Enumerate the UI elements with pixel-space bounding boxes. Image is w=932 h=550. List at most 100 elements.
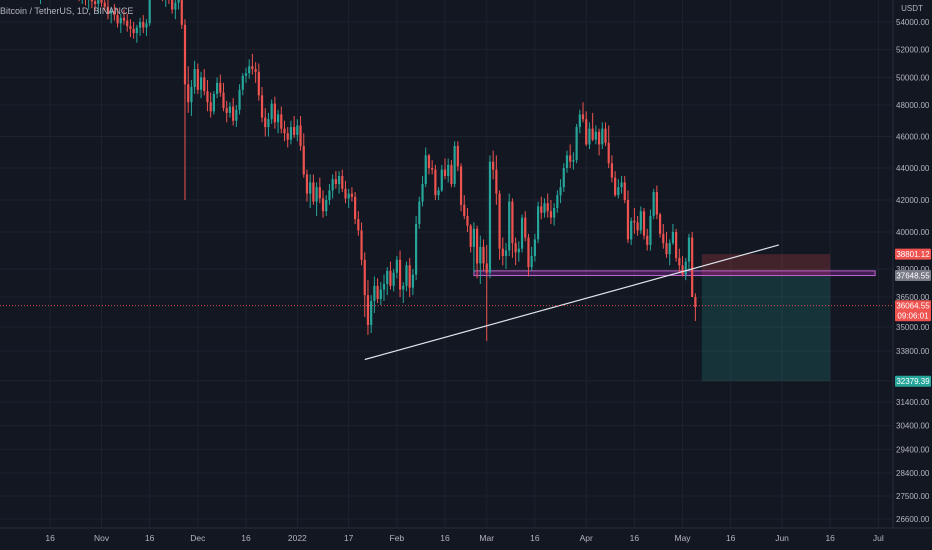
candle-body xyxy=(588,128,591,145)
price-tick-label: 54000.00 xyxy=(896,18,930,27)
candle-body xyxy=(405,265,408,286)
candle-body xyxy=(517,248,520,253)
price-tick-label: 38000.00 xyxy=(896,265,930,274)
price-tag-countdown: 09:06:01 xyxy=(897,312,929,321)
candle-body xyxy=(408,265,411,288)
candle-body xyxy=(360,230,363,260)
candle-body xyxy=(135,27,138,34)
price-tick-label: 44000.00 xyxy=(896,164,930,173)
candle-body xyxy=(347,193,350,199)
candle-body xyxy=(450,164,453,184)
candle-body xyxy=(655,192,658,215)
candle-body xyxy=(668,243,671,255)
time-tick-label: Feb xyxy=(390,533,405,543)
candle-body xyxy=(427,155,431,168)
time-tick-label: Mar xyxy=(479,533,494,543)
price-tick-label: 40000.00 xyxy=(896,228,930,237)
grid-lines xyxy=(0,0,893,528)
candle-body xyxy=(357,219,360,231)
candle-body xyxy=(305,174,309,194)
candle-body xyxy=(187,84,190,103)
time-tick-label: 16 xyxy=(630,533,640,543)
candle-body xyxy=(594,131,597,140)
candle-body xyxy=(575,127,578,161)
candle-body xyxy=(334,179,337,184)
time-tick-label: 2022 xyxy=(288,533,307,543)
candle-body xyxy=(617,187,620,196)
drawings xyxy=(0,244,893,361)
candle-body xyxy=(280,114,283,129)
time-tick-label: Nov xyxy=(94,533,110,543)
candle-body xyxy=(543,203,546,213)
candle-body xyxy=(492,161,495,170)
candle-body xyxy=(244,73,248,76)
candle-body xyxy=(113,10,116,16)
candle-body xyxy=(581,114,585,120)
candle-body xyxy=(559,187,562,196)
candle-body xyxy=(569,155,572,162)
candle-body xyxy=(646,235,649,245)
candle-body xyxy=(318,187,321,199)
candle-body xyxy=(434,169,437,196)
candle-body xyxy=(639,211,642,231)
take-profit-zone xyxy=(701,275,831,382)
candle-body xyxy=(273,103,276,123)
candle-body xyxy=(562,168,565,188)
candle-body xyxy=(382,283,386,290)
price-axis[interactable]: 26600.00 27500.00 28400.00 29400.00 30400.00… xyxy=(896,18,930,524)
time-axis[interactable]: 16 Nov 16 Dec 16 2022 17 Feb 16 Mar 16 Apr 16 May 16 Ju… xyxy=(45,533,883,543)
candle-body xyxy=(447,164,450,176)
candle-body xyxy=(636,222,639,231)
candle-body xyxy=(270,103,273,120)
candle-body xyxy=(626,200,630,240)
candle-body xyxy=(514,243,517,253)
candle-body xyxy=(665,243,668,255)
currency-label: USDT xyxy=(901,4,923,13)
candle-body xyxy=(549,211,553,218)
candle-body xyxy=(472,228,475,247)
candle-body xyxy=(251,66,254,70)
candle-body xyxy=(100,0,103,3)
candle-body xyxy=(97,0,100,5)
candle-body xyxy=(350,193,354,197)
candle-body xyxy=(604,128,607,143)
candle-body xyxy=(520,217,524,249)
candle-body xyxy=(228,106,232,113)
time-tick-label: Jun xyxy=(775,533,789,543)
candle-body xyxy=(267,119,270,128)
trendline xyxy=(364,244,779,361)
candles xyxy=(40,0,697,341)
candle-body xyxy=(122,17,126,21)
price-tick-label: 52000.00 xyxy=(896,46,930,55)
candle-body xyxy=(687,237,691,262)
candle-body xyxy=(601,128,604,145)
time-tick-label: Apr xyxy=(580,533,593,543)
price-tag xyxy=(895,300,931,322)
candle-body xyxy=(565,155,569,168)
candle-body xyxy=(402,285,405,290)
candle-body xyxy=(691,237,694,297)
candle-body xyxy=(536,206,540,240)
candle-body xyxy=(678,257,681,266)
candle-body xyxy=(443,169,447,176)
candle-body xyxy=(337,176,341,184)
candle-body xyxy=(652,192,655,216)
candle-body xyxy=(235,109,238,121)
candle-body xyxy=(456,145,459,167)
price-tick-label: 33800.00 xyxy=(896,347,930,356)
candle-body xyxy=(630,220,633,240)
time-tick-label: 16 xyxy=(726,533,736,543)
candle-body xyxy=(116,15,119,24)
candle-body xyxy=(286,133,289,140)
candle-body xyxy=(633,220,636,223)
candle-body xyxy=(459,166,463,205)
candle-body xyxy=(344,188,347,199)
time-tick-label: 16 xyxy=(530,533,540,543)
candle-body xyxy=(415,224,418,275)
candle-body xyxy=(110,10,113,14)
price-tag-label: 32379.39 xyxy=(896,377,930,386)
candle-body xyxy=(395,259,398,273)
candle-body xyxy=(296,125,299,135)
